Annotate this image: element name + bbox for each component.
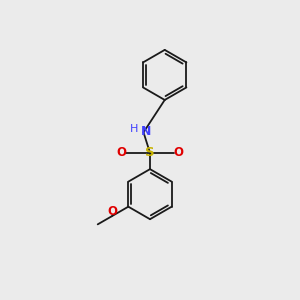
Text: N: N xyxy=(140,125,151,138)
Text: O: O xyxy=(116,146,126,159)
Text: S: S xyxy=(145,146,155,159)
Text: O: O xyxy=(107,205,117,218)
Text: O: O xyxy=(174,146,184,159)
Text: H: H xyxy=(130,124,138,134)
